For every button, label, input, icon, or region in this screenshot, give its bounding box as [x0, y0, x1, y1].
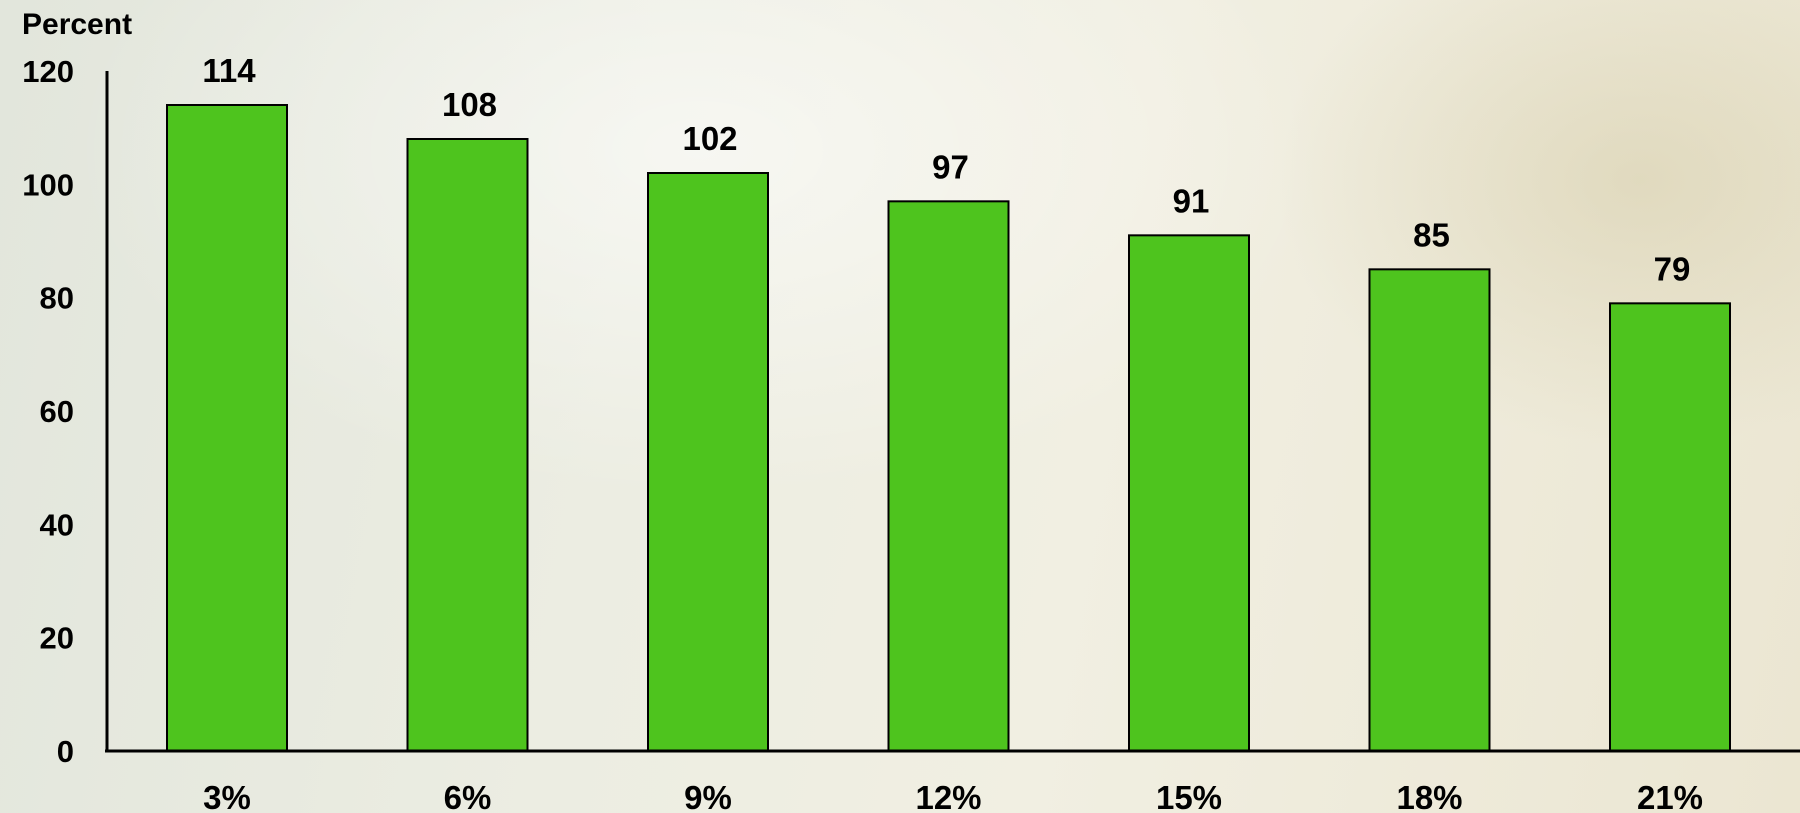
bar-value-label: 79	[1654, 250, 1691, 287]
bars-group	[166, 104, 1731, 753]
x-category-label: 9%	[684, 779, 732, 813]
bar-value-label: 102	[682, 120, 737, 157]
x-category-label: 15%	[1156, 779, 1222, 813]
y-tick-label: 40	[40, 507, 74, 542]
bar	[647, 172, 769, 752]
bar	[1128, 234, 1250, 753]
bar	[406, 138, 529, 752]
x-category-label: 3%	[203, 779, 251, 813]
data-labels-group: 114 108 102 97 91 85 79	[202, 52, 1690, 287]
y-tick-label: 120	[22, 54, 74, 89]
y-tick-label: 0	[57, 734, 74, 769]
x-category-label: 12%	[915, 779, 981, 813]
bar-value-label: 108	[442, 86, 497, 123]
bar	[887, 200, 1010, 753]
y-tick-label: 20	[40, 621, 74, 656]
y-tick-label: 80	[40, 281, 74, 316]
x-category-label: 6%	[444, 779, 492, 813]
y-axis-ticks: 0 20 40 60 80 100 120	[22, 54, 74, 769]
bar-value-label: 85	[1413, 216, 1450, 253]
y-axis-title: Percent	[22, 8, 132, 41]
y-tick-label: 60	[40, 394, 74, 429]
bar-value-label: 114	[202, 52, 256, 89]
bar-value-label: 91	[1173, 182, 1210, 219]
x-category-label: 21%	[1637, 779, 1703, 813]
bar	[1368, 268, 1491, 752]
x-axis-labels: 3% 6% 9% 12% 15% 18% 21%	[203, 779, 1703, 813]
bar	[166, 104, 288, 752]
x-category-label: 18%	[1396, 779, 1462, 813]
y-tick-label: 100	[22, 167, 74, 202]
bar-value-label: 97	[932, 148, 969, 185]
bar	[1609, 302, 1731, 752]
